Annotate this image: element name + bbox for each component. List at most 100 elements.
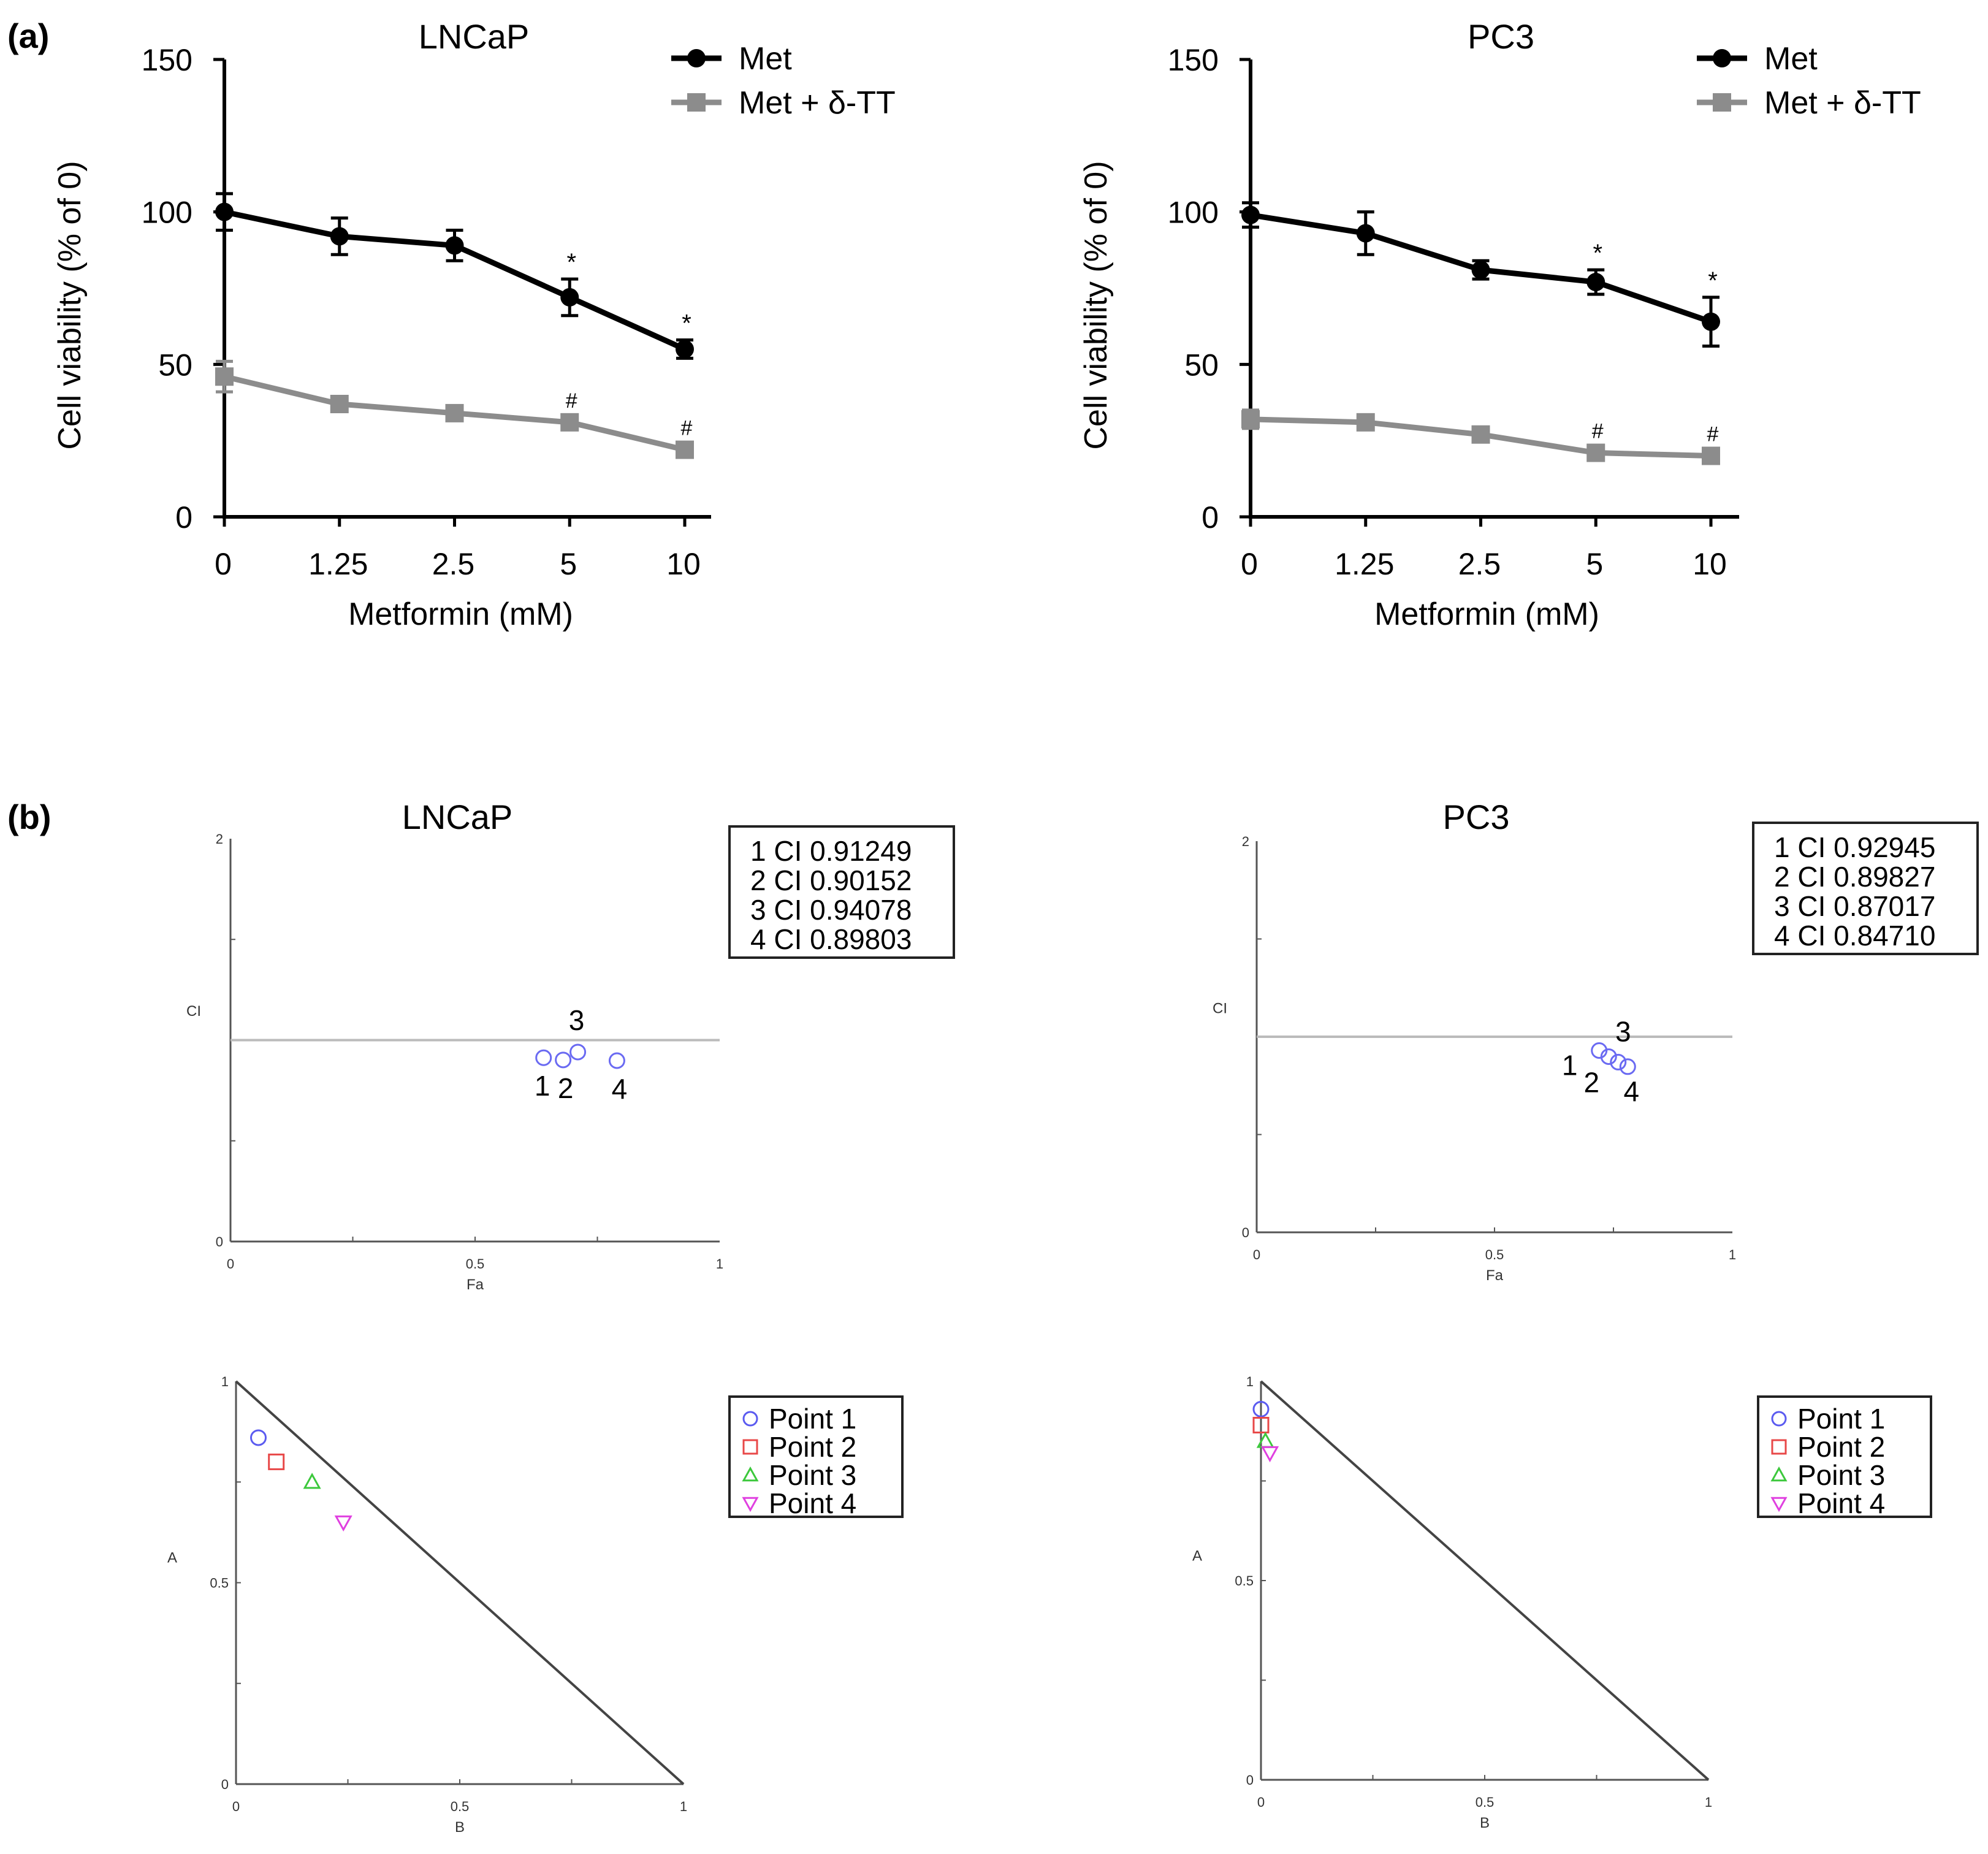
legend-entry: Point 3	[1797, 1459, 1885, 1491]
significance-mark: #	[566, 389, 577, 413]
y-tick-label: 2	[216, 831, 223, 847]
isobologram-point	[250, 1429, 267, 1446]
y-axis-label: CI	[1213, 1001, 1227, 1017]
x-axis-label: B	[1480, 1815, 1490, 1831]
legend-box	[1752, 822, 1979, 955]
x-tick-label: 0	[1257, 1795, 1265, 1810]
isobologram-point	[1252, 1401, 1270, 1417]
point-label: 1	[1562, 1050, 1578, 1082]
x-tick-label: 10	[1693, 547, 1727, 581]
legend-entry: Point 4	[769, 1487, 856, 1519]
y-tick-label: 0	[1242, 1225, 1249, 1240]
x-tick-label: 0	[215, 547, 232, 581]
significance-mark: *	[682, 310, 691, 337]
legend-entry: Point 1	[769, 1403, 856, 1435]
series-met-dtt: ##	[1241, 408, 1720, 465]
x-tick-label: 1	[1729, 1247, 1736, 1262]
y-tick-label: 0	[216, 1234, 223, 1249]
point-label: 4	[612, 1073, 628, 1105]
significance-mark: #	[1707, 423, 1719, 446]
series-met: **	[1241, 201, 1720, 348]
legend-box	[1757, 1395, 1932, 1518]
legend-box	[728, 825, 955, 959]
legend-entry: 3 CI 0.94078	[750, 894, 912, 926]
y-tick-label: 2	[1242, 834, 1249, 849]
x-axis-label: B	[455, 1819, 465, 1836]
legend-marker	[1770, 1466, 1788, 1482]
additivity-line	[1260, 1380, 1710, 1781]
y-axis-label: CI	[186, 1003, 201, 1020]
legend-label: Met + δ-TT	[739, 85, 896, 121]
series-met: **	[215, 192, 694, 360]
y-axis-label: A	[1192, 1548, 1202, 1565]
x-tick-label: 10	[666, 547, 701, 581]
significance-mark: *	[566, 249, 576, 276]
legend-marker	[1770, 1497, 1788, 1513]
y-tick-label: 0	[1202, 500, 1219, 535]
legend: Met Met + δ-TT	[1697, 41, 1921, 121]
x-tick-label: 1	[1705, 1795, 1712, 1810]
ci-point	[555, 1051, 572, 1069]
legend-entry: Point 4	[1797, 1487, 1885, 1519]
x-tick-label: 0.5	[466, 1256, 485, 1272]
x-tick-label: 1	[680, 1799, 687, 1814]
legend-marker	[1771, 1439, 1787, 1455]
data-point	[1471, 261, 1490, 280]
x-axis-label: Fa	[1486, 1267, 1504, 1284]
chart-title: PC3	[1468, 17, 1534, 56]
y-tick-label: 0	[175, 500, 192, 535]
data-point	[1471, 425, 1490, 444]
legend-marker	[1713, 49, 1731, 67]
x-tick-label: 5	[560, 547, 577, 581]
data-point	[1241, 410, 1260, 429]
data-point	[1356, 413, 1375, 432]
additivity-line	[235, 1380, 685, 1785]
legend-entry: 2 CI 0.90152	[750, 864, 912, 896]
point-label: 3	[569, 1004, 585, 1036]
y-tick-label: 0.5	[210, 1576, 229, 1591]
legend-marker	[687, 93, 706, 112]
viability-chart-lncap: LNCaP 0 50 100 150 0 1.25 2.5 5 10 Metformin (mM) C…	[52, 17, 896, 632]
y-tick-label: 0	[1246, 1772, 1254, 1788]
legend-entry: 1 CI 0.92945	[1774, 831, 1935, 863]
data-point	[1241, 205, 1260, 224]
x-tick-label: 5	[1586, 547, 1603, 581]
y-tick-label: 1	[221, 1374, 229, 1389]
chart-title: LNCaP	[419, 17, 530, 56]
y-tick-label: 50	[158, 348, 192, 382]
y-tick-label: 0.5	[1235, 1573, 1254, 1589]
data-point	[330, 394, 349, 413]
ci-point	[569, 1043, 587, 1061]
point-label: 4	[1623, 1075, 1639, 1107]
data-point	[560, 288, 579, 307]
point-label: 2	[558, 1072, 574, 1104]
significance-mark: #	[681, 417, 693, 440]
data-point	[1586, 273, 1605, 292]
y-tick-label: 100	[142, 196, 192, 230]
isobologram-point	[1261, 1446, 1279, 1463]
data-point	[215, 202, 234, 221]
x-axis-label: Fa	[467, 1276, 484, 1293]
ci-point	[1619, 1058, 1636, 1075]
legend-box	[728, 1395, 904, 1518]
x-tick-label: 0	[232, 1799, 240, 1814]
data-point	[1356, 224, 1375, 243]
legend-label: Met + δ-TT	[1764, 85, 1921, 121]
y-tick-label: 100	[1168, 196, 1219, 230]
panel-a-label: (a)	[7, 17, 49, 55]
series-met-dtt: ##	[215, 359, 694, 459]
y-tick-label: 150	[142, 43, 192, 77]
legend-entry: 4 CI 0.84710	[1774, 920, 1935, 952]
ci-point	[1610, 1053, 1627, 1070]
data-point	[1586, 443, 1605, 462]
x-tick-label: 0.5	[1476, 1795, 1495, 1810]
point-label: 3	[1615, 1015, 1631, 1047]
y-axis-label: A	[167, 1550, 177, 1566]
data-point	[560, 413, 579, 432]
legend-entry: 1 CI 0.91249	[750, 835, 912, 867]
